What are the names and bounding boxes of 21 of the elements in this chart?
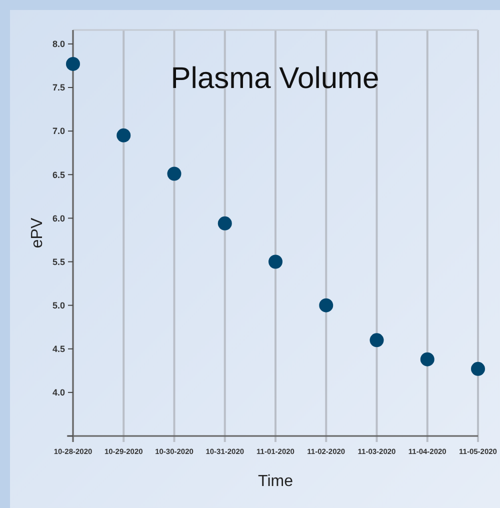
y-tick-label: 7.5 <box>52 82 65 93</box>
x-axis-title: Time <box>258 473 294 490</box>
y-tick-label: 4.5 <box>52 344 65 354</box>
point <box>218 216 232 230</box>
point <box>420 352 434 366</box>
y-tick-label: 8.0 <box>52 39 65 50</box>
y-tick-label: 4.0 <box>52 388 65 398</box>
point <box>167 166 182 181</box>
point <box>66 56 80 71</box>
y-tick-label: 6.5 <box>52 170 65 180</box>
text: Plasma Volume <box>170 62 380 95</box>
y-tick-label: 5.0 <box>52 300 65 310</box>
y-tick-label: 6.0 <box>52 213 65 224</box>
point <box>471 362 485 376</box>
point <box>370 333 384 348</box>
y-tick-label: 7.0 <box>52 126 65 136</box>
point <box>319 298 334 312</box>
y-tick-label: 5.5 <box>52 256 65 267</box>
point <box>268 254 282 269</box>
y-axis-title: ePV <box>29 218 46 248</box>
point <box>116 128 131 142</box>
